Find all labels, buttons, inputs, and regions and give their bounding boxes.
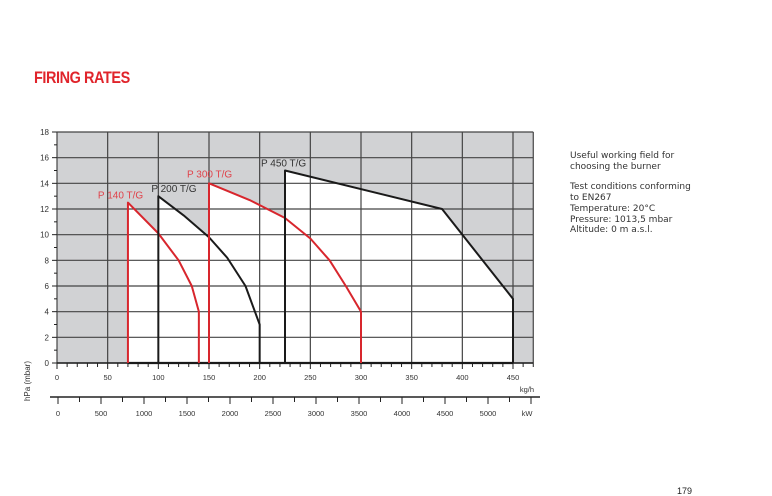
x-tick-label: 400 [456, 373, 469, 382]
kw-tick-label: 500 [95, 409, 108, 418]
y-axis-label: hPa (mbar) [23, 361, 32, 401]
chart-notes: Useful working field for choosing the bu… [570, 151, 700, 236]
kw-tick-label: 1500 [179, 409, 196, 418]
x-tick-label: 50 [103, 373, 111, 382]
y-tick-label: 4 [45, 308, 50, 317]
x-tick-label: 450 [507, 373, 520, 382]
x-tick-label: 0 [55, 373, 59, 382]
y-tick-label: 12 [40, 205, 49, 214]
y-tick-label: 10 [40, 231, 49, 240]
kw-tick-label: 2000 [222, 409, 239, 418]
series-label: P 300 T/G [187, 169, 232, 180]
y-tick-label: 18 [40, 128, 49, 137]
series-line-p-450-t-g [284, 169, 514, 363]
page-title: FIRING RATES [34, 68, 130, 87]
series-label: P 200 T/G [151, 184, 196, 195]
series-line-p-140-t-g [126, 201, 200, 363]
kw-tick-label: 0 [56, 409, 60, 418]
x-tick-label: 100 [152, 373, 165, 382]
kw-tick-label: 3000 [308, 409, 325, 418]
note-working-field: Useful working field for choosing the bu… [570, 151, 675, 172]
kw-tick-label: 1000 [136, 409, 153, 418]
x-tick-label: 300 [355, 373, 368, 382]
y-tick-label: 6 [45, 282, 50, 291]
series-line-p-300-t-g [208, 182, 362, 363]
kw-tick-label: 4500 [437, 409, 454, 418]
x-axis-label: kg/h [520, 385, 534, 394]
note-conditions-1: Temperature: 20°C [570, 203, 656, 214]
note-conditions-2: Pressure: 1013,5 mbar [570, 214, 673, 225]
series-line-p-200-t-g [157, 195, 261, 363]
kw-axis-label: kW [522, 409, 534, 418]
page-number: 179 [677, 486, 693, 496]
working-field-area-3 [285, 170, 513, 363]
note-conditions-0: Test conditions conforming to EN267 [570, 182, 691, 204]
y-tick-label: 8 [45, 256, 50, 265]
series-label: P 450 T/G [261, 159, 306, 170]
series-label: P 140 T/G [98, 191, 143, 202]
x-tick-label: 150 [203, 373, 216, 382]
kw-tick-label: 2500 [265, 409, 282, 418]
x-tick-label: 350 [405, 373, 418, 382]
y-tick-label: 2 [45, 333, 50, 342]
y-tick-label: 0 [45, 359, 50, 368]
x-tick-label: 200 [253, 373, 266, 382]
y-tick-label: 14 [40, 179, 49, 188]
kw-tick-label: 4000 [394, 409, 411, 418]
kw-tick-label: 5000 [480, 409, 497, 418]
x-tick-label: 250 [304, 373, 317, 382]
kw-tick-label: 3500 [351, 409, 368, 418]
y-tick-label: 16 [40, 154, 49, 163]
note-conditions-3: Altitude: 0 m a.s.l. [570, 225, 653, 236]
